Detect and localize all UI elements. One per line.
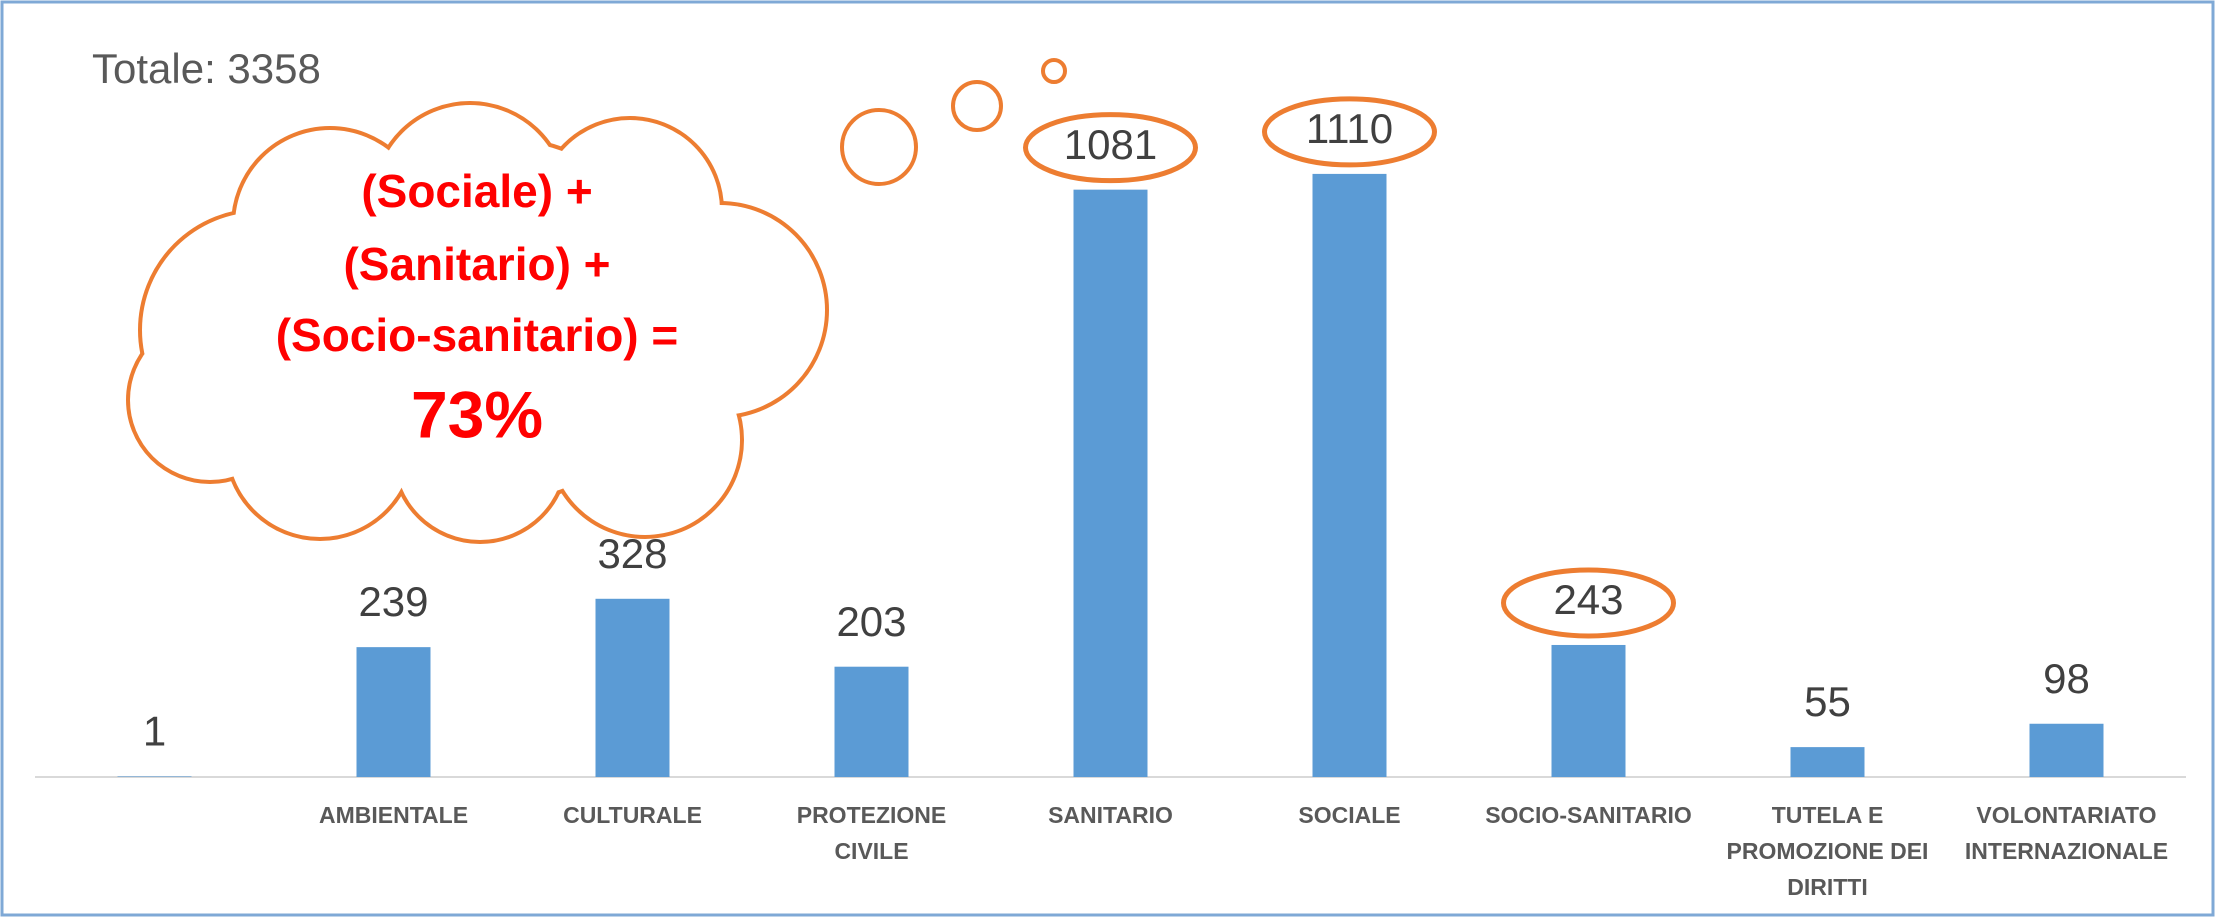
annotation-line: 73% [411, 377, 543, 451]
cloud: (Sociale) + (Sanitario) + (Socio-sanitario… [126, 101, 829, 544]
bar [834, 666, 909, 777]
bar [117, 776, 192, 777]
bubble [1041, 58, 1067, 84]
x-tick-label: VOLONTARIATO INTERNAZIONALE [1964, 802, 2169, 864]
x-tick-label: PROTEZIONE CIVILE [796, 802, 947, 864]
value-label: 1110 [1306, 105, 1393, 152]
highlight-ellipse [1262, 96, 1437, 168]
value-label: 55 [1804, 678, 1851, 725]
highlight-ellipse [1501, 567, 1676, 639]
value-label: 243 [1553, 576, 1623, 623]
cloud-fill [130, 320, 290, 480]
bar [1551, 644, 1626, 777]
bubble [840, 108, 918, 186]
x-tick-label: TUTELA E PROMOZIONE DEI DIRITTI [1726, 802, 1929, 900]
highlight-ellipse [1023, 112, 1198, 184]
value-label: 239 [358, 578, 428, 625]
bubble [951, 80, 1003, 132]
x-tick-label: SANITARIO [1048, 802, 1173, 828]
value-label: 203 [836, 598, 906, 645]
value-label: 1081 [1064, 121, 1157, 168]
value-label: 98 [2043, 655, 2090, 702]
bar [356, 647, 431, 777]
bar [1790, 747, 1865, 777]
thought-bubbles [840, 58, 1067, 186]
value-label: 328 [597, 530, 667, 577]
cloud-fill [320, 140, 680, 500]
bar [1073, 189, 1148, 777]
x-tick-label: CULTURALE [563, 802, 702, 828]
x-tick-label: SOCIO-SANITARIO [1485, 802, 1692, 828]
chart-title: Totale: 3358 [92, 45, 321, 92]
bar [2029, 723, 2104, 777]
x-tick-label: AMBIENTALE [318, 802, 469, 828]
annotation-line: (Sociale) + [361, 165, 592, 217]
annotation-line: (Socio-sanitario) = [276, 309, 679, 361]
x-tick-label: SOCIALE [1298, 802, 1401, 828]
annotation-line: (Sanitario) + [343, 238, 610, 290]
bar [1312, 173, 1387, 777]
value-label: 1 [143, 708, 166, 755]
bar [595, 598, 670, 777]
